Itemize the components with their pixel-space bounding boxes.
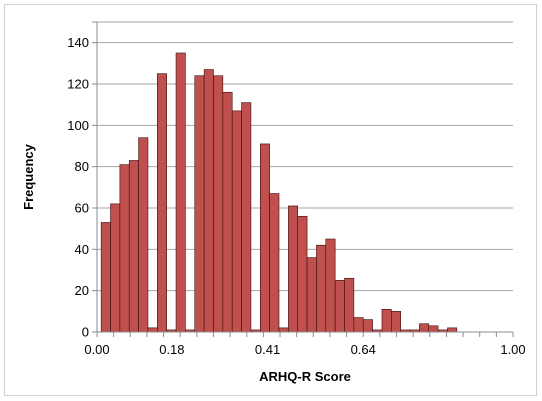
x-axis-title: ARHQ-R Score (259, 369, 351, 384)
y-axis-title: Frequency (21, 143, 36, 210)
histogram-bar (128, 160, 139, 333)
y-tick-label: 120 (67, 77, 89, 92)
y-tick-labels: 0 20 40 60 80 100 120 140 (67, 35, 89, 339)
y-tick-label: 140 (67, 35, 89, 50)
histogram-bar (381, 308, 392, 333)
histogram-bar (175, 52, 186, 333)
histogram-bar (119, 164, 130, 333)
histogram-bar (241, 102, 252, 333)
histogram-bar (269, 193, 280, 333)
axes (92, 21, 514, 337)
x-tick-label: 0.64 (351, 342, 376, 357)
histogram-bar (278, 327, 289, 333)
histogram-bar (316, 244, 327, 333)
y-tick-label: 100 (67, 118, 89, 133)
histogram-bar (447, 327, 458, 333)
histogram-bar (194, 75, 205, 333)
y-tick-label: 0 (82, 325, 89, 340)
histogram-bar (110, 203, 121, 333)
x-tick-label: 0.41 (255, 342, 280, 357)
histogram-bar (288, 205, 299, 333)
histogram-bar (391, 311, 401, 333)
histogram-bar (306, 257, 317, 333)
histogram-bar (419, 323, 430, 333)
x-tick-label: 0.18 (159, 342, 184, 357)
histogram-bar (334, 280, 345, 333)
histogram-bar (138, 137, 149, 333)
y-tick-label: 80 (75, 159, 89, 174)
histogram-bar (297, 215, 308, 333)
histogram-bar (147, 327, 158, 333)
histogram-bar (259, 143, 270, 333)
y-tick-label: 20 (75, 283, 89, 298)
x-tick-label: 0.00 (84, 342, 109, 357)
histogram-bar (213, 75, 224, 333)
histogram-bar (231, 110, 242, 333)
histogram-bar (100, 222, 111, 333)
y-tick-label: 40 (75, 242, 89, 257)
y-tick-label: 60 (75, 201, 89, 216)
histogram-bar (353, 317, 364, 333)
histogram-bar (203, 69, 214, 333)
x-tick-label: 1.00 (500, 342, 525, 357)
x-tick-labels: 0.00 0.18 0.41 0.64 1.00 (84, 342, 525, 357)
histogram-bar (428, 325, 439, 333)
histogram-bar (362, 319, 373, 333)
histogram-bar (222, 91, 233, 333)
histogram-bar (344, 277, 355, 333)
histogram-bar (325, 238, 336, 333)
histogram-bar (157, 73, 167, 333)
chart-frame: 0 20 40 60 80 100 120 140 0.00 0.18 0.41 0.64 1.00 … (4, 4, 537, 396)
bars (100, 52, 458, 333)
